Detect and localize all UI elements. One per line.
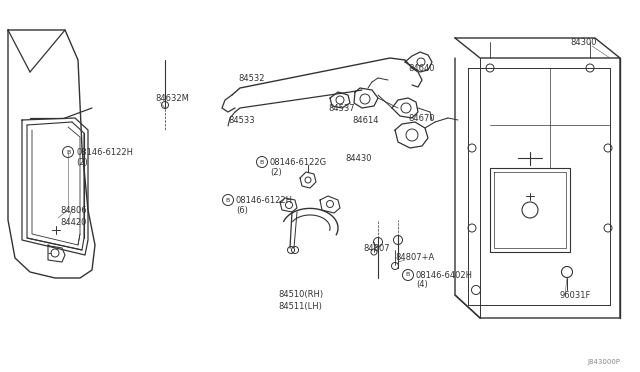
Text: 84632M: 84632M [155, 93, 189, 103]
Text: 08146-6122H: 08146-6122H [76, 148, 133, 157]
Text: (2): (2) [270, 167, 282, 176]
Text: 84806: 84806 [60, 205, 86, 215]
Text: 84420: 84420 [60, 218, 86, 227]
Text: B: B [226, 198, 230, 202]
Text: (6): (6) [236, 205, 248, 215]
Text: 84537: 84537 [328, 103, 355, 112]
Text: 84640: 84640 [408, 64, 435, 73]
Text: 84532: 84532 [238, 74, 264, 83]
Text: 96031F: 96031F [560, 291, 591, 299]
Text: B: B [66, 150, 70, 154]
Text: J843000P: J843000P [587, 359, 620, 365]
Text: 84807: 84807 [363, 244, 390, 253]
Text: 08146-6122G: 08146-6122G [270, 157, 327, 167]
Text: B: B [406, 273, 410, 278]
Text: 08146-6402H: 08146-6402H [416, 270, 473, 279]
Text: 84614: 84614 [352, 115, 378, 125]
Text: 84670: 84670 [408, 113, 435, 122]
Text: 84430: 84430 [345, 154, 371, 163]
Text: (2): (2) [76, 157, 88, 167]
Text: 84300: 84300 [570, 38, 596, 46]
Text: 84533: 84533 [228, 115, 255, 125]
Text: 84511(LH): 84511(LH) [278, 302, 322, 311]
Text: 84807+A: 84807+A [395, 253, 435, 263]
Text: (4): (4) [416, 280, 428, 289]
Text: 08146-6122H: 08146-6122H [236, 196, 293, 205]
Text: 84510(RH): 84510(RH) [278, 291, 323, 299]
Text: B: B [260, 160, 264, 164]
